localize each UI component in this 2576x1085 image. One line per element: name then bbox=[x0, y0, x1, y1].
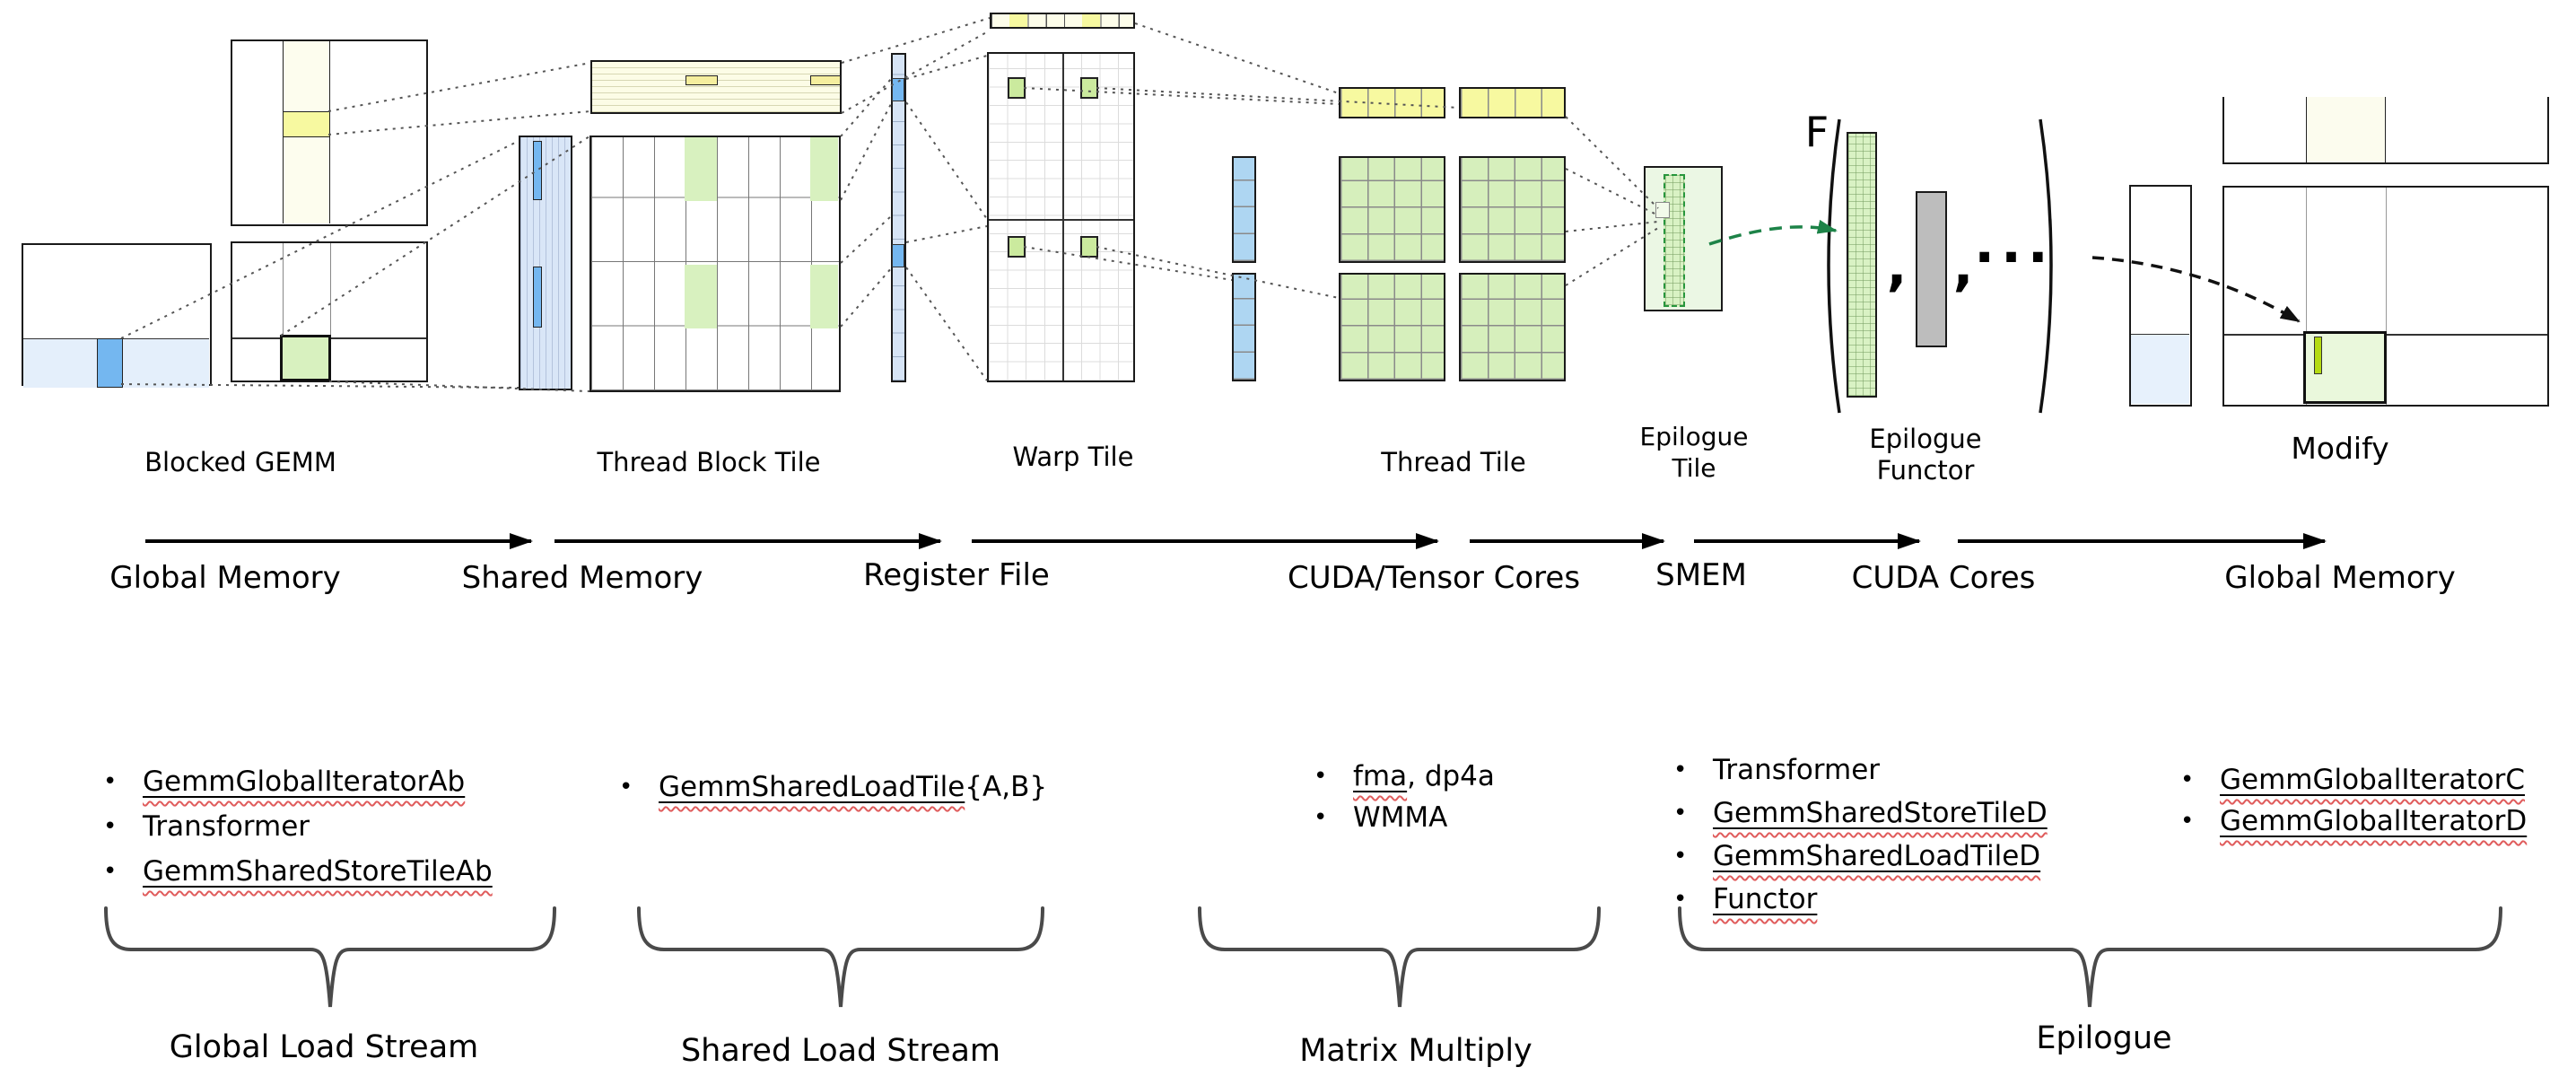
stage-label-warp-tile: Warp Tile bbox=[1012, 442, 1134, 472]
warp-quadrant-divider-h bbox=[989, 219, 1133, 221]
thread-block-smem-a-column bbox=[519, 136, 572, 390]
list-item: • GemmGlobalIteratorAb bbox=[103, 766, 466, 798]
thread-tile-a-column-2 bbox=[1232, 273, 1256, 381]
class-list-shared-load-stream: • GemmSharedLoadTile{A,B} bbox=[619, 765, 1047, 809]
smem-b-fragment-2 bbox=[810, 75, 841, 85]
list-item: • GemmGlobalIteratorC bbox=[2180, 764, 2526, 796]
functor-comma-2: , bbox=[1952, 235, 1974, 298]
warp-tile-matrix bbox=[987, 52, 1135, 382]
list-item: • GemmSharedLoadTileD bbox=[1673, 840, 2041, 872]
stage-label-epilogue-functor-line1: Epilogue bbox=[1869, 424, 1982, 454]
class-list-epilogue: • Transformer • GemmSharedStoreTileD • GemmSh… bbox=[1673, 748, 2048, 921]
group-braces bbox=[104, 906, 2502, 1008]
list-item: • GemmGlobalIteratorD bbox=[2180, 805, 2528, 837]
stream-label-shared-load: Shared Load Stream bbox=[680, 1033, 1001, 1069]
tb-green-tile-1 bbox=[685, 137, 717, 201]
stream-label-global-load: Global Load Stream bbox=[169, 1029, 479, 1065]
thread-tile-c-matrix-4 bbox=[1459, 273, 1566, 381]
smem-b-fragment-1 bbox=[685, 75, 718, 85]
functor-f-symbol: F bbox=[1804, 108, 1829, 156]
thread-tile-b-strip-1 bbox=[1339, 87, 1445, 118]
warp-quadrant-divider-v bbox=[1062, 54, 1064, 381]
memory-label-global-right: Global Memory bbox=[2224, 560, 2456, 596]
register-fragment-1 bbox=[892, 78, 904, 101]
warp-accum-strip bbox=[990, 13, 1135, 29]
blocked-gemm-matrix-b bbox=[231, 39, 428, 226]
warp-green-frag-3 bbox=[1008, 236, 1026, 258]
warp-strip-highlight-2 bbox=[1082, 14, 1100, 27]
matrix-b-active-block bbox=[283, 111, 330, 137]
list-item: • Functor bbox=[1673, 883, 1818, 915]
list-item: • Transformer bbox=[1673, 754, 1881, 786]
stage-label-epilogue-tile-line2: Tile bbox=[1672, 453, 1716, 483]
thread-tile-c-matrix-1 bbox=[1339, 156, 1445, 263]
thread-tile-a-column-1 bbox=[1232, 156, 1256, 263]
stage-label-epilogue-functor-line2: Functor bbox=[1876, 455, 1975, 486]
smem-a-fragment-2 bbox=[533, 267, 542, 328]
memory-label-cuda-tensor-cores: CUDA/Tensor Cores bbox=[1287, 560, 1581, 596]
modify-left-partial-matrix bbox=[2129, 185, 2192, 407]
register-file-column bbox=[891, 53, 906, 382]
list-item: • WMMA bbox=[1314, 801, 1448, 834]
warp-green-frag-4 bbox=[1080, 236, 1098, 258]
class-list-global-load-stream: • GemmGlobalIteratorAb • Transformer • GemmSh… bbox=[103, 759, 493, 894]
modify-left-blue-cell bbox=[2131, 334, 2189, 404]
class-list-matrix-multiply: • fma, dp4a • WMMA bbox=[1314, 756, 1495, 838]
list-item: • GemmSharedLoadTile{A,B} bbox=[619, 771, 1048, 803]
thread-tile-b-strip-2 bbox=[1459, 87, 1566, 118]
stream-label-matrix-multiply: Matrix Multiply bbox=[1299, 1033, 1533, 1069]
list-item: • fma, dp4a bbox=[1314, 760, 1495, 792]
epilogue-tile-box bbox=[1644, 166, 1723, 311]
matrix-c-active-tile bbox=[280, 335, 331, 381]
memory-label-global-left: Global Memory bbox=[109, 560, 341, 596]
stage-label-thread-block-tile: Thread Block Tile bbox=[597, 447, 821, 477]
register-fragment-2 bbox=[892, 244, 904, 267]
stream-label-epilogue: Epilogue bbox=[2036, 1020, 2172, 1056]
thread-tile-c-matrix-2 bbox=[1459, 156, 1566, 263]
matrix-a-active-block bbox=[97, 338, 123, 388]
modify-top-active-column bbox=[2306, 97, 2386, 162]
blocked-gemm-matrix-c bbox=[231, 241, 428, 382]
memory-label-register-file: Register File bbox=[863, 557, 1050, 593]
tb-green-tile-4 bbox=[810, 265, 838, 328]
epilogue-tile-column bbox=[1663, 174, 1685, 307]
functor-ellipsis: ··· bbox=[1974, 226, 2055, 289]
memory-label-shared: Shared Memory bbox=[461, 560, 703, 596]
modify-gridline-v1 bbox=[2306, 188, 2307, 405]
epilogue-green-arrow bbox=[1708, 219, 1838, 246]
thread-block-tile-grid bbox=[589, 136, 841, 392]
functor-accum-column bbox=[1847, 132, 1877, 398]
stage-label-modify: Modify bbox=[2291, 431, 2389, 466]
class-list-global-store: • GemmGlobalIteratorC • GemmGlobalIteratorD bbox=[2180, 759, 2527, 842]
thread-tile-c-matrix-3 bbox=[1339, 273, 1445, 381]
functor-source-column bbox=[1916, 191, 1947, 347]
list-item: • GemmSharedStoreTileD bbox=[1673, 797, 2048, 829]
thread-block-smem-b-row bbox=[590, 60, 842, 114]
list-item: • Transformer bbox=[103, 810, 310, 843]
functor-comma-1: , bbox=[1886, 235, 1908, 298]
modify-top-partial-matrix bbox=[2222, 97, 2549, 164]
smem-a-fragment-1 bbox=[533, 141, 542, 200]
modify-main-matrix bbox=[2222, 186, 2549, 407]
warp-green-frag-1 bbox=[1008, 77, 1026, 99]
memory-label-cuda-cores: CUDA Cores bbox=[1851, 560, 2036, 596]
warp-strip-highlight-1 bbox=[1009, 14, 1027, 27]
stage-label-epilogue-tile-line1: Epilogue bbox=[1639, 422, 1749, 451]
warp-green-frag-2 bbox=[1080, 77, 1098, 99]
stage-label-blocked-gemm: Blocked GEMM bbox=[144, 447, 336, 477]
tb-green-tile-3 bbox=[685, 265, 717, 328]
list-item: • GemmSharedStoreTileAb bbox=[103, 855, 493, 888]
tb-green-tile-2 bbox=[810, 137, 838, 201]
epilogue-tile-subcell bbox=[1655, 202, 1670, 218]
modify-active-tile bbox=[2303, 331, 2387, 404]
modify-written-fragment bbox=[2314, 337, 2322, 374]
stage-label-thread-tile: Thread Tile bbox=[1381, 447, 1526, 477]
modify-gridline-v2 bbox=[2386, 188, 2387, 405]
blocked-gemm-matrix-a bbox=[22, 243, 212, 388]
memory-label-smem: SMEM bbox=[1655, 557, 1747, 593]
